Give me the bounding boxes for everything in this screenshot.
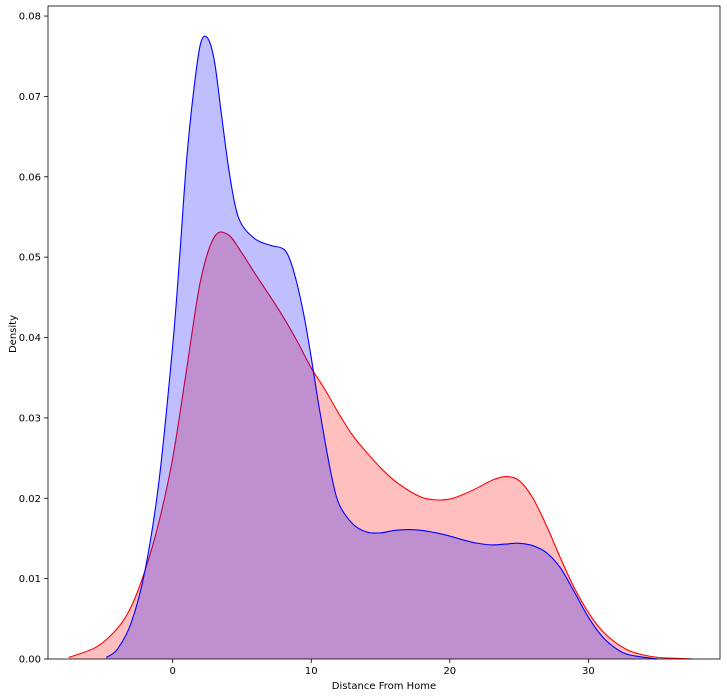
series-1-line <box>105 35 658 660</box>
x-tick-label: 0 <box>170 666 176 677</box>
y-axis-ticks: 0.00 0.01 0.02 0.03 0.04 0.05 0.06 0.07 0.08 <box>19 12 48 666</box>
x-axis-ticks: 0 10 20 30 <box>170 659 595 677</box>
y-tick-label: 0.01 <box>19 574 41 585</box>
y-tick-label: 0.05 <box>19 253 41 264</box>
y-tick-label: 0.07 <box>19 92 41 103</box>
x-tick-label: 20 <box>443 666 456 677</box>
y-axis-label: Density <box>8 315 19 353</box>
x-tick-label: 10 <box>305 666 318 677</box>
series-0-area <box>68 231 693 659</box>
series-0-line <box>68 231 693 660</box>
series-layer <box>68 35 693 660</box>
x-tick-label: 30 <box>582 666 595 677</box>
y-tick-label: 0.03 <box>19 413 41 424</box>
plot-background <box>48 6 720 659</box>
series-1-area <box>106 36 658 660</box>
y-tick-label: 0.08 <box>19 12 41 23</box>
y-tick-label: 0.02 <box>19 494 41 505</box>
y-tick-label: 0.00 <box>19 655 41 666</box>
x-axis-label: Distance From Home <box>332 681 436 692</box>
y-tick-label: 0.06 <box>19 172 41 183</box>
plot-frame <box>47 5 721 660</box>
y-tick-label: 0.04 <box>19 333 41 344</box>
